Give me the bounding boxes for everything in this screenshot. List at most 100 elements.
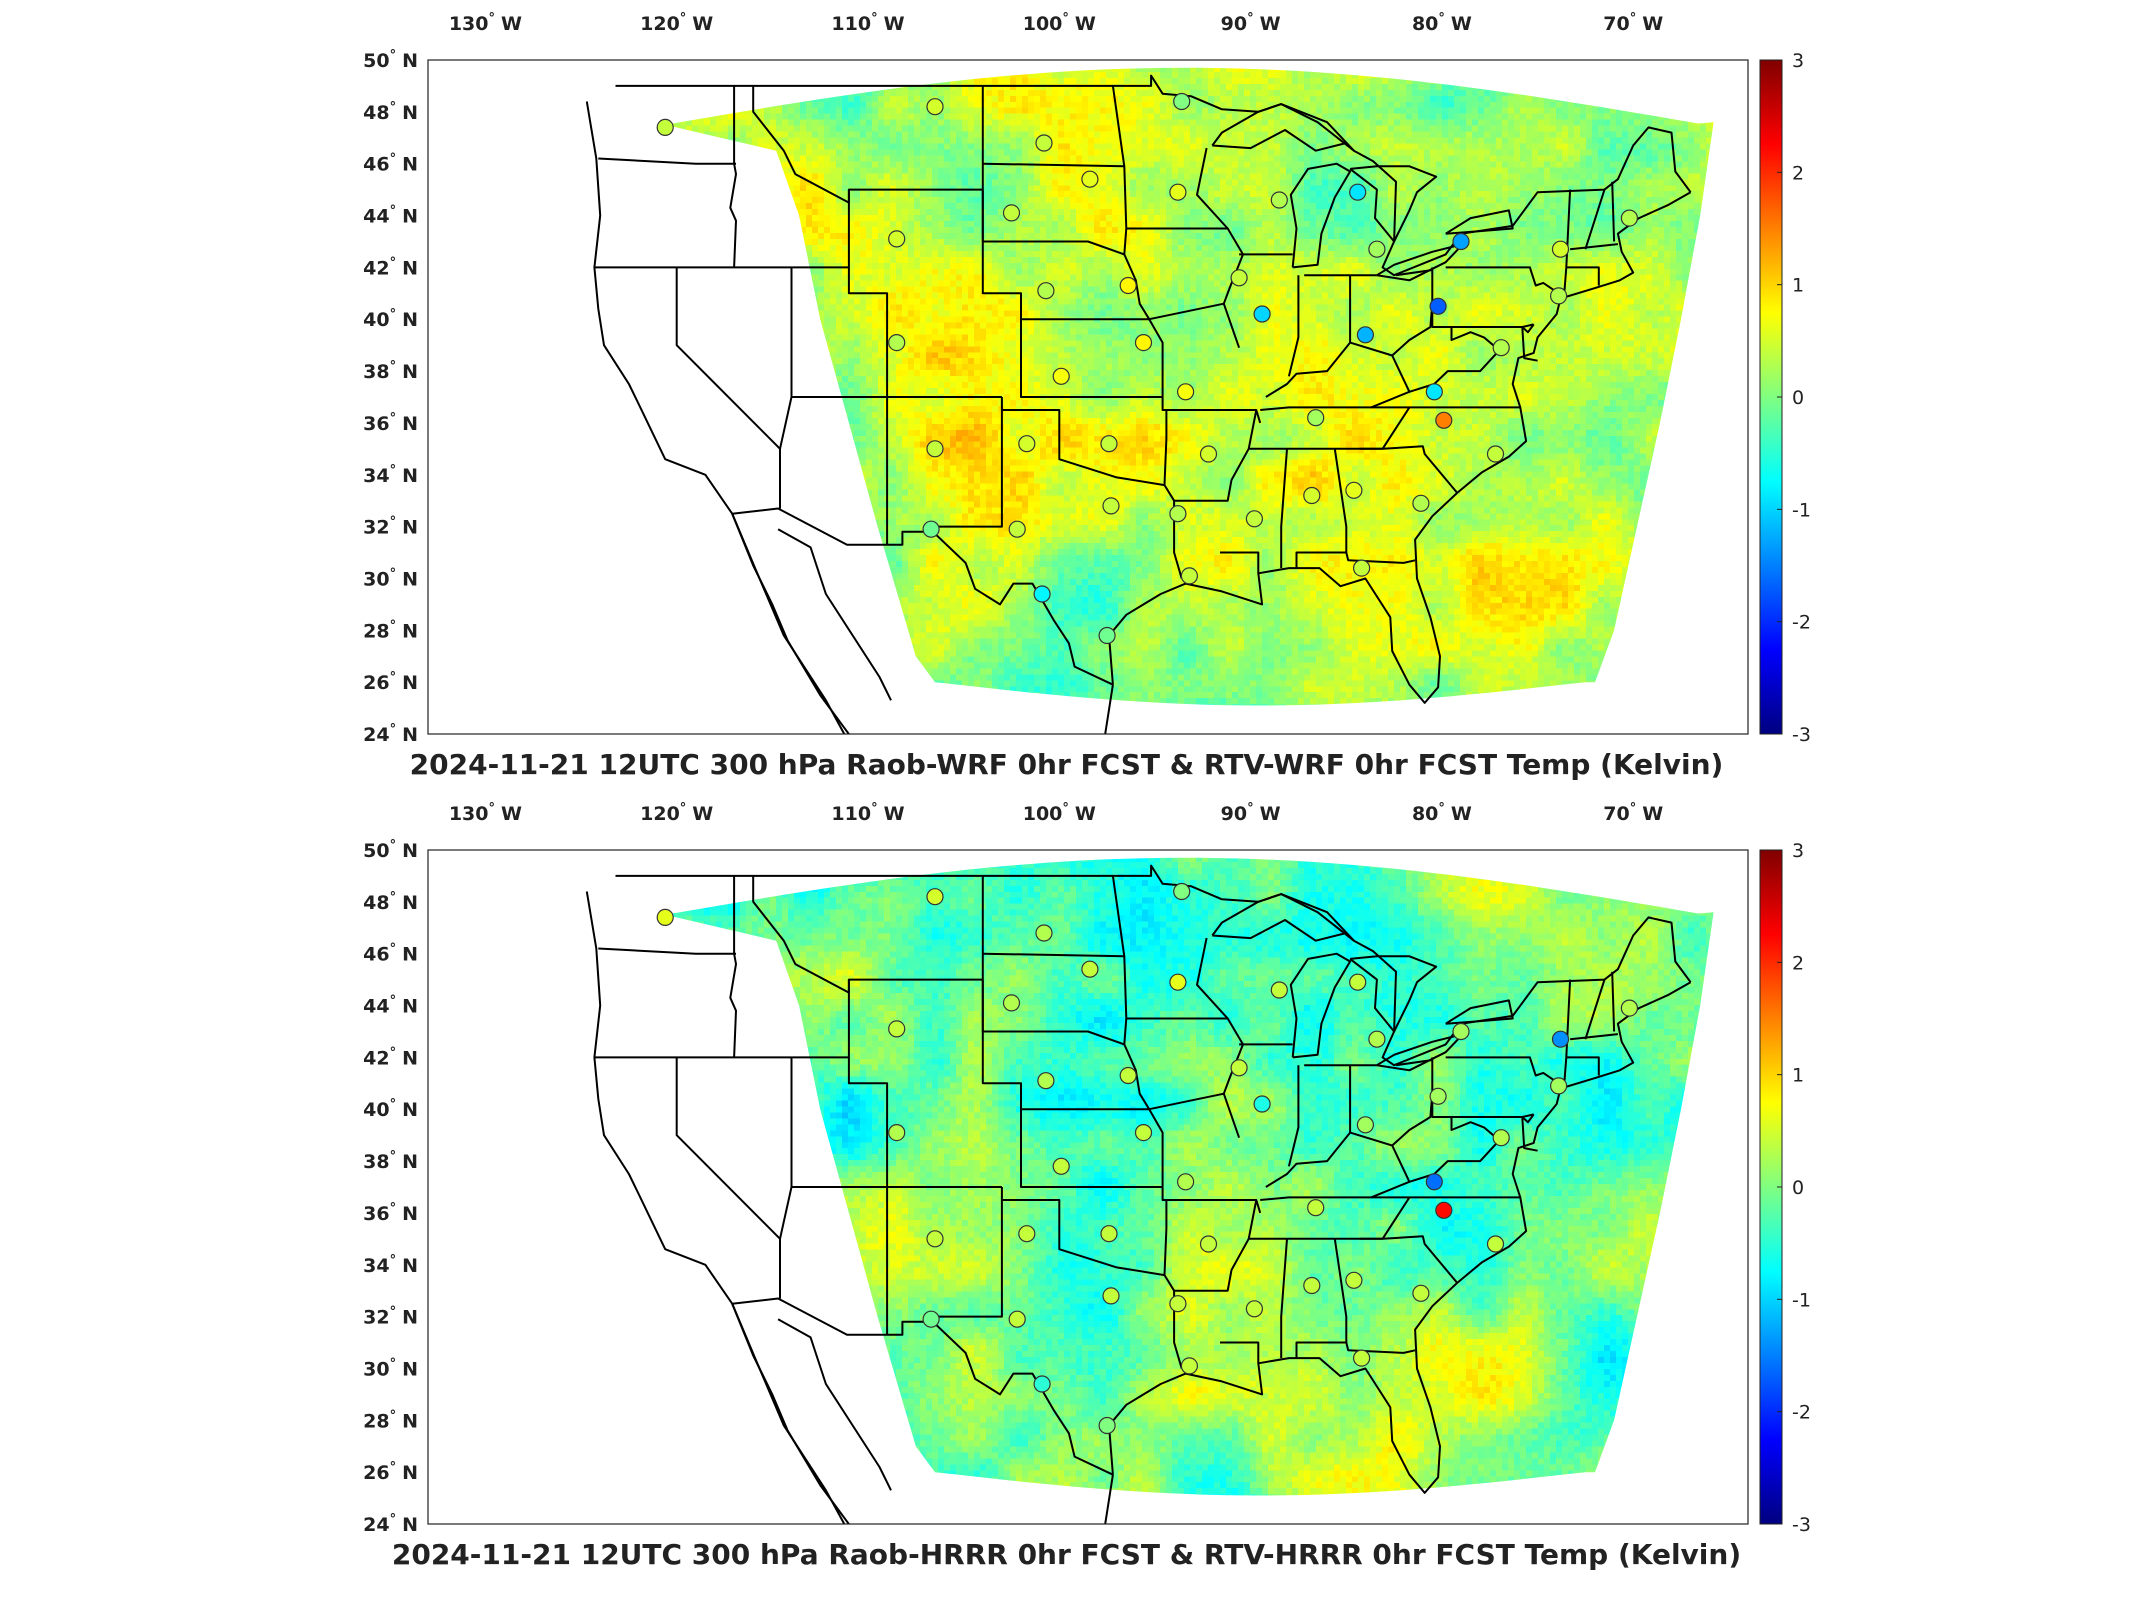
lat-tick-label: 46° N xyxy=(363,152,418,176)
raob-station-marker xyxy=(1176,383,1195,401)
lat-tick-label: 26° N xyxy=(363,1460,418,1484)
lake-outline xyxy=(1349,955,1438,1033)
raob-station-marker xyxy=(926,98,944,116)
raob-station-marker xyxy=(1551,1030,1570,1048)
raob-station-marker xyxy=(1253,1095,1271,1113)
state-border xyxy=(1566,266,1600,286)
lake-outline xyxy=(1445,999,1514,1025)
boundary-line xyxy=(1104,1474,1114,1524)
state-border xyxy=(1345,1342,1416,1354)
station-markers xyxy=(656,92,1639,645)
lat-tick-label: 48° N xyxy=(363,890,418,914)
raob-station-marker xyxy=(1230,1059,1248,1077)
state-border xyxy=(1395,269,1433,277)
state-border xyxy=(729,85,737,268)
state-border xyxy=(1021,85,1151,321)
raob-station-marker xyxy=(1345,481,1363,499)
lat-tick-label: 24° N xyxy=(363,1512,418,1536)
raob-station-marker xyxy=(1199,445,1218,463)
colorbar-tick-label: 0 xyxy=(1792,1177,1804,1199)
raob-station-marker xyxy=(1435,411,1453,429)
colorbar-tick-label: 0 xyxy=(1792,387,1804,409)
raob-station-marker xyxy=(922,1310,940,1328)
raob-station-marker xyxy=(1356,326,1375,344)
boundary-line xyxy=(932,531,1114,686)
lat-tick-label: 36° N xyxy=(363,411,418,435)
lon-tick-label: 90° W xyxy=(1221,801,1281,825)
raob-station-marker xyxy=(1102,497,1120,515)
state-border xyxy=(1265,341,1411,409)
state-border xyxy=(981,979,1125,1046)
state-border xyxy=(1196,937,1229,1020)
lat-tick-label: 36° N xyxy=(363,1201,418,1225)
lon-tick-label: 100° W xyxy=(1023,801,1096,825)
raob-station-marker xyxy=(1245,510,1264,528)
state-border xyxy=(1000,397,1183,579)
raob-station-marker xyxy=(888,230,906,248)
boundary-line xyxy=(777,1318,892,1491)
panel-title: 2024-11-21 12UTC 300 hPa Raob-HRRR 0hr F… xyxy=(391,1538,1742,1571)
state-border xyxy=(1280,1238,1288,1359)
raob-station-marker xyxy=(1008,520,1026,538)
boundary-line xyxy=(1104,684,1114,734)
state-border xyxy=(933,1200,1003,1318)
colorbar-tick-label: 2 xyxy=(1792,162,1804,184)
raob-station-marker xyxy=(1002,204,1021,222)
lat-tick-label: 28° N xyxy=(363,1408,418,1432)
raob-station-marker xyxy=(1429,1087,1447,1105)
raob-station-marker xyxy=(1018,435,1036,453)
axes-frame xyxy=(427,849,1749,1525)
station-markers xyxy=(656,882,1639,1435)
raob-station-marker xyxy=(1303,486,1321,505)
raob-station-marker xyxy=(1307,409,1325,427)
raob-station-marker xyxy=(1035,924,1053,942)
lat-tick-label: 42° N xyxy=(363,255,418,279)
raob-station-marker xyxy=(1452,1022,1470,1041)
raob-station-marker xyxy=(1551,240,1570,258)
state-border xyxy=(1000,1187,1183,1369)
raob-station-marker xyxy=(1173,882,1191,901)
lon-tick-label: 120° W xyxy=(640,801,713,825)
raob-station-marker xyxy=(1549,287,1568,305)
raob-station-marker xyxy=(1180,1357,1199,1375)
raob-station-marker xyxy=(1169,1295,1187,1313)
state-border xyxy=(1220,551,1260,574)
state-border xyxy=(1611,181,1616,242)
state-border xyxy=(1445,266,1560,295)
lon-tick-label: 120° W xyxy=(640,11,713,35)
boundary-line xyxy=(1108,191,1692,704)
state-border xyxy=(1196,147,1229,230)
state-border xyxy=(779,267,793,509)
raob-station-marker xyxy=(1352,1349,1371,1367)
state-border xyxy=(1265,1131,1411,1199)
state-border xyxy=(981,189,1125,256)
raob-station-marker xyxy=(1486,1235,1505,1253)
colorbar-tick-label: 1 xyxy=(1792,275,1804,297)
raob-station-marker xyxy=(1452,232,1470,251)
lon-tick-label: 130° W xyxy=(449,11,522,35)
raob-station-marker xyxy=(1492,1129,1510,1147)
lake-outline xyxy=(1211,893,1355,942)
lake-outline xyxy=(1211,103,1355,152)
lake-outline xyxy=(1289,952,1352,1059)
raob-station-marker xyxy=(1134,334,1153,352)
raob-station-marker xyxy=(1492,339,1510,357)
raob-station-marker xyxy=(1549,1077,1568,1095)
state-border xyxy=(1566,1056,1600,1076)
colorbar-tick-label: -2 xyxy=(1792,612,1811,634)
panel-title: 2024-11-21 12UTC 300 hPa Raob-WRF 0hr FC… xyxy=(409,748,1724,781)
raob-station-marker xyxy=(1425,1173,1443,1191)
state-border xyxy=(594,978,983,1059)
colorbar-tick-label: -3 xyxy=(1792,724,1811,746)
raob-station-marker xyxy=(1435,1201,1453,1219)
state-border xyxy=(598,157,736,165)
raob-station-marker xyxy=(926,440,944,458)
map-figure: 130° W 120° W 110° W 100° W 90° W 80° W 70° W 24° N 26° N… xyxy=(363,801,1811,1536)
lat-tick-label: 44° N xyxy=(363,994,418,1018)
state-border xyxy=(1569,243,1619,251)
raob-station-marker xyxy=(1037,282,1055,300)
state-border xyxy=(1611,971,1616,1032)
state-border xyxy=(847,267,889,545)
state-border xyxy=(1287,275,1300,377)
lat-tick-label: 30° N xyxy=(363,566,418,590)
